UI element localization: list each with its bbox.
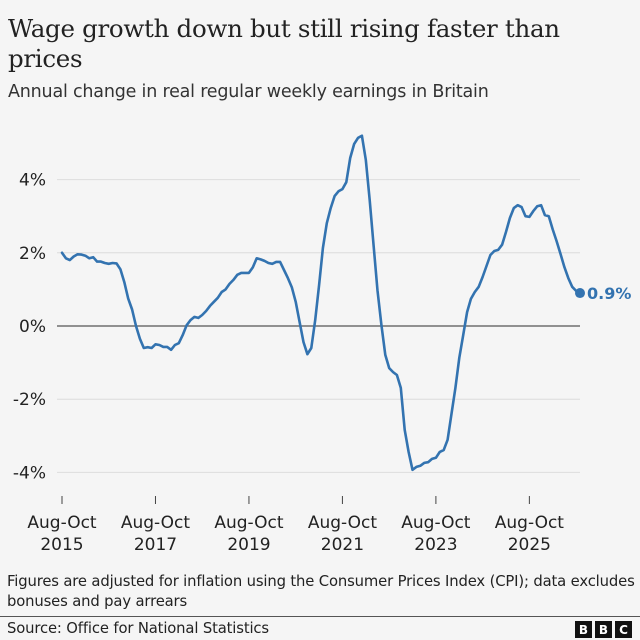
- x-tick-label: 2023: [414, 535, 457, 555]
- chart-subtitle: Annual change in real regular weekly ear…: [8, 82, 489, 102]
- footer-divider: [0, 616, 640, 617]
- logo-letter: B: [575, 621, 592, 638]
- x-axis-ticks: Aug-Oct2015Aug-Oct2017Aug-Oct2019Aug-Oct…: [27, 496, 564, 555]
- footnote: Figures are adjusted for inflation using…: [7, 573, 635, 610]
- series-line: [60, 134, 582, 472]
- end-point-label: 0.9%: [587, 284, 631, 303]
- x-tick-label: 2015: [40, 535, 83, 555]
- y-tick-label: -2%: [13, 390, 46, 410]
- y-tick-label: 0%: [19, 317, 46, 337]
- x-tick-label: 2017: [134, 535, 177, 555]
- logo-letter: B: [595, 621, 612, 638]
- x-tick-label: 2019: [227, 535, 270, 555]
- logo-letter: C: [615, 621, 632, 638]
- x-tick-label: 2021: [321, 535, 364, 555]
- y-axis-ticks: 4% 2% 0% -2% -4%: [13, 171, 46, 484]
- x-tick-label: Aug-Oct: [121, 513, 191, 533]
- end-point-marker: [575, 288, 585, 299]
- x-tick-label: Aug-Oct: [401, 513, 471, 533]
- x-tick-label: Aug-Oct: [27, 513, 97, 533]
- y-tick-label: 2%: [19, 244, 46, 264]
- x-tick-label: Aug-Oct: [308, 513, 378, 533]
- x-tick-label: Aug-Oct: [495, 513, 565, 533]
- gridlines: [57, 179, 580, 473]
- y-tick-label: 4%: [19, 171, 46, 191]
- bbc-logo: B B C: [575, 621, 632, 638]
- x-tick-label: Aug-Oct: [214, 513, 284, 533]
- source-text: Source: Office for National Statistics: [7, 620, 269, 637]
- chart-title: Wage growth down but still rising faster…: [8, 14, 560, 73]
- y-tick-label: -4%: [13, 463, 46, 483]
- x-tick-label: 2025: [508, 535, 551, 555]
- line-chart: 4%2%0%-2%-4% Aug-Oct2015Aug-Oct2017Aug-O…: [13, 134, 631, 555]
